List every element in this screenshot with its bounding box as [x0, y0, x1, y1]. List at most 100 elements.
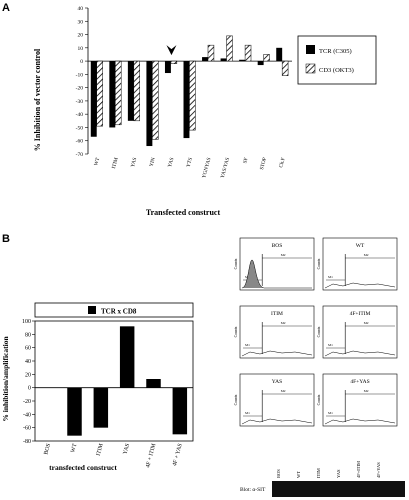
flow-panel-frame [322, 237, 398, 291]
flow-histogram-curve [324, 350, 396, 357]
panel-b-bar-chart: 100 80 60 40 20 0 -20 -40 -60 -80 BOS WT ITIM YAS 4F +… [1, 302, 194, 472]
panel-a-arrowhead-marker [166, 45, 177, 56]
panel-a-y-tick-label: 40 [78, 6, 84, 12]
panel-a-x-tick-label: STOP [259, 157, 268, 171]
blot-lane-label: 4F+YAS [376, 462, 381, 478]
flow-panel-title: 4F+YAS [350, 379, 369, 385]
blot-lane-label: BOS [276, 469, 281, 478]
panel-b-bar [93, 387, 109, 428]
blot-lane-label: 4F+ITIM [356, 461, 361, 478]
panel-a-bar-tcr [109, 61, 116, 128]
panel-a-x-tick-label: ITIM [111, 157, 120, 170]
panel-a-legend-box [297, 35, 377, 85]
flow-panel-frame [322, 305, 398, 359]
panel-a-legend-swatch-tcr [306, 45, 315, 54]
flow-y-axis-label: Counts [317, 258, 321, 269]
panel-a-x-tick-label: Ch.F [278, 157, 286, 169]
blot-lane-label: ITIM [316, 468, 321, 478]
flow-gate-m2-label: M2 [364, 389, 369, 393]
panel-b-x-tick-label: 4F + ITIM [145, 443, 157, 469]
panel-a-x-axis-label: Transfected construct [146, 208, 221, 217]
panel-a-x-tick-label: YIN [149, 157, 157, 168]
panel-b-y-tick-label: 100 [22, 319, 31, 325]
panel-b-x-tick-label: WT [70, 443, 78, 454]
panel-a-bar-chart: 40 30 20 10 0 -10 -20 -30 -40 -50 -60 -70 WT ITIM YAS Y… [33, 6, 377, 217]
panel-a-y-tick-label: -60 [76, 139, 84, 145]
panel-a-x-tick-label: SF [242, 157, 249, 164]
panel-a-x-tick-label: WT [93, 156, 101, 166]
flow-gate-m2-label: M2 [364, 321, 369, 325]
panel-a-bar-tcr [257, 61, 264, 66]
panel-a-bar-tcr [239, 59, 246, 62]
panel-a-x-tick-label: YTS [186, 157, 194, 168]
flow-gate-m2-label: M2 [281, 253, 286, 257]
flow-panel-title: BOS [272, 243, 283, 249]
panel-b-bar [67, 387, 82, 436]
blot-lane-label: WT [296, 471, 301, 478]
panel-a-x-tick-label: YGNYAS [201, 157, 212, 179]
panel-a-x-tick-label: YAS [130, 157, 138, 168]
panel-a-letter: A [2, 2, 10, 14]
flow-gate-m1-label: M1 [245, 411, 250, 415]
flow-panel-title: ITIM [271, 311, 283, 317]
panel-b-bar [146, 379, 161, 388]
flow-panel-frame [322, 373, 398, 427]
flow-y-axis-label: Counts [234, 394, 238, 405]
flow-y-axis-label: Counts [317, 326, 321, 337]
panel-a-bar-tcr [202, 57, 208, 62]
panel-a-bar-tcr [146, 61, 153, 147]
flow-panel-frame [239, 373, 315, 427]
panel-b-y-tick-label: -20 [23, 399, 31, 405]
panel-a-bar-tcr [276, 47, 283, 62]
panel-b-x-axis-label: transfected construct [49, 463, 117, 472]
flow-gate-m2-label: M2 [281, 389, 286, 393]
panel-b-y-tick-label: 60 [25, 346, 31, 352]
panel-b-x-tick-label: ITIM [96, 443, 105, 457]
panel-b-x-tick-label: YAS [122, 443, 131, 455]
flow-gate-m1-label: M1 [328, 411, 333, 415]
panel-b-legend-label: TCR x CD8 [101, 308, 137, 316]
panel-b-y-axis-label: % inhibition/amplification [1, 336, 10, 422]
panel-a-bar-tcr [127, 61, 134, 121]
panel-b-y-tick-label: -80 [23, 439, 31, 445]
flow-panel-title: 4F+ITIM [350, 311, 371, 317]
flow-y-axis-label: Counts [234, 326, 238, 337]
flow-histogram-curve [241, 259, 312, 289]
flow-histogram-curve [324, 282, 396, 289]
panel-a-bar-cd3 [152, 60, 159, 140]
panel-a-y-axis-label: % Inhibition of vector control [33, 48, 42, 151]
blot-label: Blot: α-SIT [240, 487, 266, 493]
flow-histogram-curve [324, 418, 396, 425]
panel-a-y-tick-label: -30 [76, 99, 84, 105]
panel-a-bar-cd3 [281, 60, 289, 76]
panel-a-legend-swatch-cd3 [305, 63, 316, 74]
flow-gate-m2-label: M2 [364, 253, 369, 257]
flow-gate-m1-label: M1 [328, 343, 333, 347]
flow-panel-title: WT [356, 243, 365, 249]
panel-a-x-tick-label: YAS/YAS [220, 157, 231, 179]
panel-a-y-tick-label: 30 [78, 19, 84, 25]
panel-b-x-tick-label: 4F + YAS [172, 443, 184, 467]
panel-b-y-tick-label: 20 [25, 372, 31, 378]
panel-a-bar-cd3 [115, 60, 122, 126]
panel-b-x-tick-label: BOS [43, 443, 52, 455]
panel-b-letter: B [2, 233, 10, 245]
panel-a-x-tick-label: YAS [167, 157, 175, 168]
panel-a-y-tick-label: -70 [76, 152, 84, 158]
panel-a-bar-cd3 [244, 44, 252, 62]
panel-a-y-tick-label: 20 [78, 33, 84, 39]
panel-a-legend-label-cd3: CD3 (OKT3) [319, 67, 354, 74]
flow-histogram-grid: BOS Counts M1 M2 WT Counts M1 M2 ITIM Counts M1 M2 4… [234, 237, 398, 427]
panel-a-bar-cd3 [170, 60, 178, 64]
flow-panel-title: YAS [272, 379, 282, 385]
panel-b-legend-swatch [88, 306, 96, 314]
panel-a-y-tick-label: 0 [80, 59, 83, 65]
panel-a-bar-cd3 [226, 35, 233, 62]
panel-b-plot-frame [34, 320, 194, 442]
panel-a-bar-cd3 [189, 60, 196, 131]
panel-a-bar-cd3 [96, 60, 103, 127]
flow-histogram-curve [241, 350, 313, 357]
panel-b-bar [172, 387, 188, 435]
flow-histogram-curve [241, 418, 313, 425]
panel-b-bar [119, 326, 135, 388]
